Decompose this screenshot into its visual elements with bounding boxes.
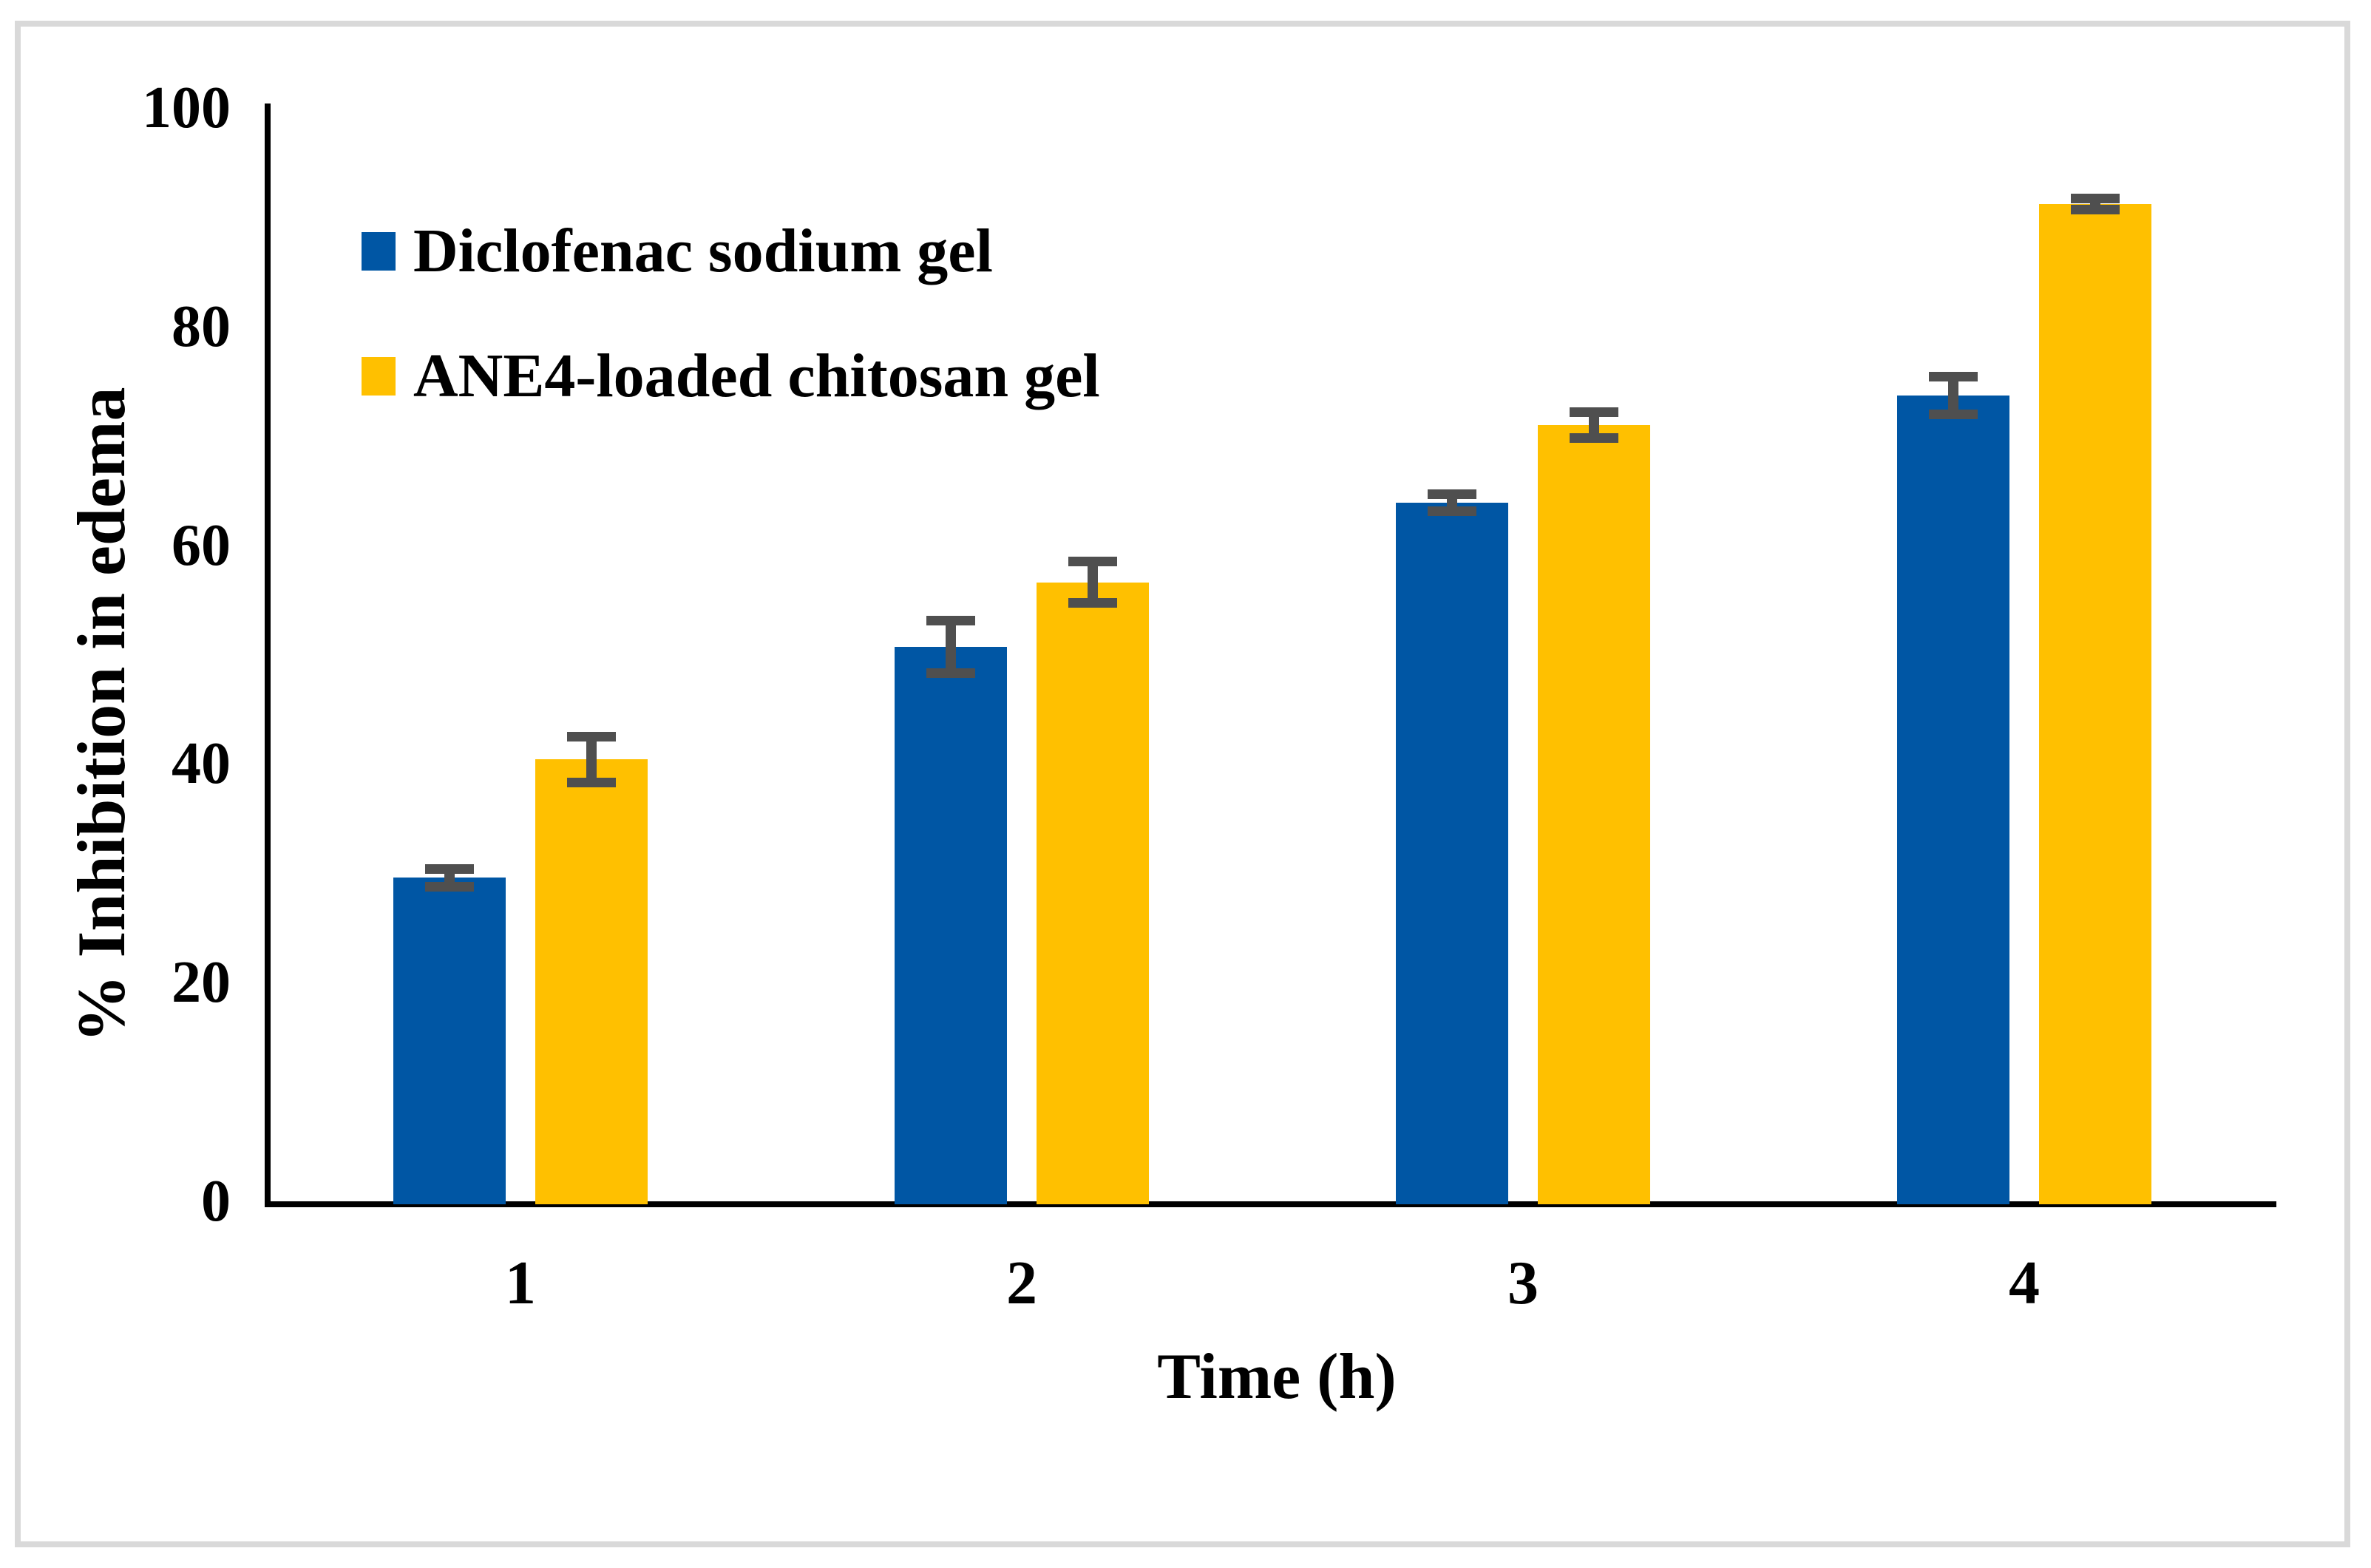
y-tick-label-0: 0 bbox=[201, 1169, 231, 1234]
error-bar-cap-top bbox=[926, 616, 975, 626]
x-axis-title: Time (h) bbox=[1157, 1341, 1397, 1413]
legend-item-diclofenac: Diclofenac sodium gel bbox=[362, 217, 993, 285]
error-bar-stem bbox=[946, 620, 956, 673]
error-bar-cap-top bbox=[1068, 557, 1117, 567]
legend-swatch-diclofenac bbox=[362, 232, 396, 271]
error-bar-cap-bottom bbox=[926, 668, 975, 679]
error-bar-cap-bottom bbox=[567, 778, 616, 788]
bar-diclofenac-t3 bbox=[1396, 502, 1508, 1204]
bar-diclofenac-t4 bbox=[1897, 395, 2009, 1204]
error-bar-cap-bottom bbox=[2071, 205, 2120, 215]
error-bar-cap-top bbox=[567, 731, 616, 741]
error-bar-cap-bottom bbox=[1428, 506, 1476, 517]
legend-item-ane4: ANE4-loaded chitosan gel bbox=[362, 342, 1100, 410]
x-tick-label-4: 4 bbox=[2009, 1249, 2040, 1317]
bar-ane4-t4 bbox=[2039, 204, 2151, 1204]
error-bar-cap-top bbox=[1428, 489, 1476, 499]
error-bar-cap-bottom bbox=[1068, 598, 1117, 608]
x-tick-label-3: 3 bbox=[1507, 1249, 1539, 1317]
y-tick-label-20: 20 bbox=[172, 950, 231, 1016]
y-tick-label-80: 80 bbox=[172, 293, 231, 359]
x-tick-label-1: 1 bbox=[505, 1249, 536, 1317]
error-bar-cap-bottom bbox=[1929, 409, 1978, 419]
error-bar-cap-bottom bbox=[425, 881, 474, 892]
legend-swatch-ane4 bbox=[362, 357, 396, 396]
bar-ane4-t3 bbox=[1538, 424, 1650, 1204]
error-bar-cap-top bbox=[2071, 194, 2120, 204]
error-bar-cap-top bbox=[1929, 372, 1978, 382]
bar-ane4-t2 bbox=[1037, 582, 1149, 1204]
y-axis-line bbox=[265, 103, 271, 1207]
x-tick-label-2: 2 bbox=[1006, 1249, 1037, 1317]
error-bar-stem bbox=[586, 736, 597, 783]
x-axis-line bbox=[265, 1201, 2276, 1207]
error-bar-cap-top bbox=[425, 863, 474, 874]
bar-diclofenac-t1 bbox=[393, 878, 506, 1204]
legend-label-ane4: ANE4-loaded chitosan gel bbox=[413, 342, 1100, 410]
bar-diclofenac-t2 bbox=[895, 647, 1007, 1204]
error-bar-stem bbox=[1088, 561, 1098, 603]
error-bar-cap-bottom bbox=[1570, 433, 1618, 444]
y-axis-title: % Inhibition in edema bbox=[64, 387, 139, 1043]
y-tick-label-100: 100 bbox=[142, 75, 231, 140]
error-bar-cap-top bbox=[1570, 407, 1618, 417]
bar-ane4-t1 bbox=[535, 759, 648, 1204]
error-bar-stem bbox=[1948, 376, 1958, 415]
y-tick-label-40: 40 bbox=[172, 731, 231, 797]
legend-label-diclofenac: Diclofenac sodium gel bbox=[413, 217, 993, 285]
error-bar-stem bbox=[1589, 412, 1599, 438]
y-tick-label-60: 60 bbox=[172, 512, 231, 578]
